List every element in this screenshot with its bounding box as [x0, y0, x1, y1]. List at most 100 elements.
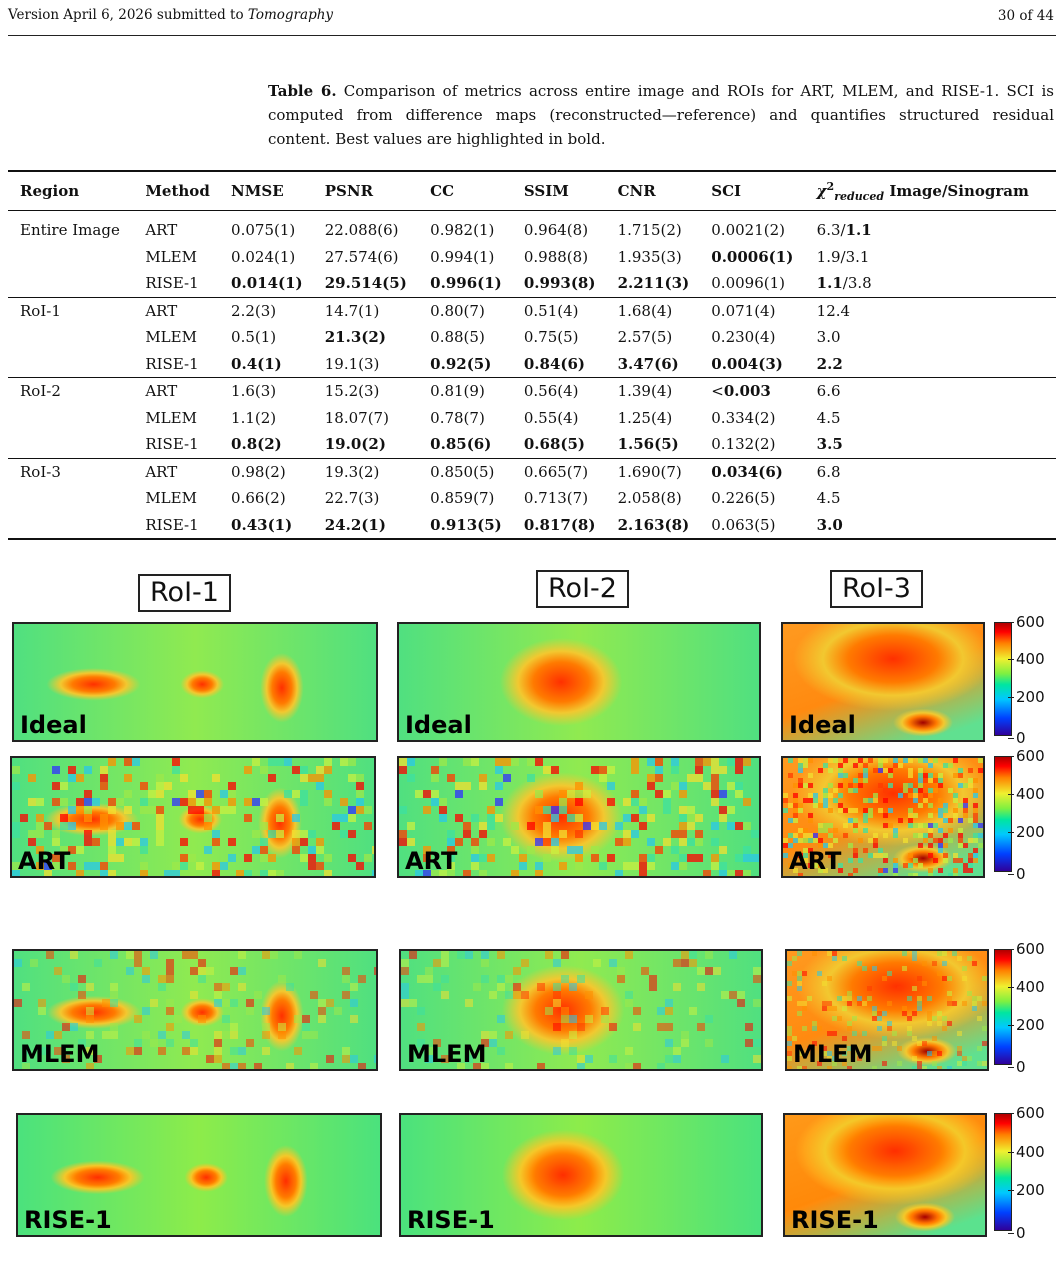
cell-nmse: 0.5(1) [231, 328, 277, 347]
cell-cnr: 1.56(5) [617, 435, 679, 454]
column-title-roi-1: RoI-1 [138, 574, 231, 612]
cell-method: MLEM [145, 408, 197, 427]
colorbar-tick-label: 200 [1008, 1181, 1045, 1200]
cell-cc: 0.850(5) [418, 457, 512, 485]
cell-cnr: 1.690(7) [605, 457, 700, 485]
cell-chi: 4.5 [816, 489, 841, 508]
table-row: RISE-1 0.8(2) 19.0(2) 0.85(6) 0.68(5) 1.56(5)… [8, 431, 1056, 458]
colorbar-tick-label: 0 [1008, 729, 1026, 747]
header-cc: CC [430, 182, 455, 200]
cell-cnr: 3.47(6) [617, 354, 679, 373]
panel-label: MLEM [407, 1040, 487, 1068]
colorbar [994, 1113, 1012, 1231]
cell-sci: 0.0006(1) [711, 247, 794, 266]
cell-region [8, 431, 133, 458]
cell-method: MLEM [145, 328, 197, 347]
cell-cnr: 2.058(8) [617, 489, 682, 508]
table-row: RoI-2 ART 1.6(3) 15.2(3) 0.81(9) 0.56(4) 1.39(… [8, 377, 1056, 405]
cell-method: MLEM [145, 247, 197, 266]
cell-ssim: 0.964(8) [523, 221, 589, 240]
table-row: RoI-1 ART 2.2(3) 14.7(1) 0.80(7) 0.51(4) 1.68(… [8, 296, 1056, 324]
panel-label: ART [405, 847, 458, 875]
colorbar-tick-label: 400 [1008, 650, 1045, 669]
cell-region [8, 485, 133, 512]
image-panel-ideal-roi-1: Ideal [12, 622, 378, 742]
cell-cnr: 1.68(4) [605, 296, 700, 324]
cell-ssim: 0.56(4) [511, 377, 606, 405]
image-panel-mlem-roi-1: MLEM [12, 949, 378, 1071]
cell-psnr: 15.2(3) [312, 377, 419, 405]
cell-chi: 12.4 [804, 296, 1056, 324]
image-panel-mlem-roi-2: MLEM [399, 949, 763, 1071]
cell-psnr: 21.3(2) [324, 328, 386, 347]
cell-nmse: 0.4(1) [231, 354, 282, 373]
cell-method: ART [133, 457, 220, 485]
header-cnr: CNR [617, 182, 656, 200]
cell-chi: 3.0 [816, 328, 841, 347]
cell-region [8, 405, 133, 432]
page-number: 30 of 44 [997, 8, 1054, 24]
cell-psnr: 18.07(7) [324, 408, 389, 427]
panel-label: RISE-1 [407, 1206, 495, 1234]
cell-region [8, 270, 133, 297]
cell-cc: 0.81(9) [418, 377, 512, 405]
cell-method: ART [133, 296, 220, 324]
colorbar-tick-label: 400 [1008, 978, 1045, 996]
cell-nmse: 0.8(2) [231, 435, 282, 454]
header-chi: χ2reduced Image/Sinogram [816, 179, 1029, 203]
cell-psnr: 19.3(2) [312, 457, 419, 485]
cell-method: RISE-1 [145, 274, 199, 293]
image-panel-ideal-roi-3: Ideal [781, 622, 985, 742]
cell-cnr: 1.39(4) [605, 377, 700, 405]
cell-cnr: 1.935(3) [617, 247, 682, 266]
cell-sci: 0.226(5) [711, 489, 776, 508]
image-panel-rise-1-roi-1: RISE-1 [16, 1113, 382, 1237]
cell-cc: 0.85(6) [430, 435, 492, 454]
cell-cc: 0.994(1) [430, 247, 495, 266]
table-row: RISE-1 0.014(1) 29.514(5) 0.996(1) 0.993(8) 2… [8, 270, 1056, 297]
cell-sci: 0.0021(2) [711, 221, 785, 240]
header-sci: SCI [711, 182, 742, 200]
panel-label: MLEM [793, 1040, 873, 1068]
cell-cnr: 2.163(8) [605, 511, 700, 540]
metrics-table: Region Method NMSE PSNR CC SSIM CNR SCI … [8, 170, 1056, 540]
cell-method: ART [133, 377, 220, 405]
cell-sci: 0.132(2) [711, 435, 776, 454]
header-rule [8, 35, 1056, 36]
colorbar-tick-label: 200 [1008, 1016, 1045, 1034]
cell-cnr: 1.715(2) [617, 221, 682, 240]
cell-sci: 0.230(4) [711, 328, 776, 347]
cell-sci: 0.334(2) [711, 408, 776, 427]
panel-label: Ideal [20, 711, 87, 739]
colorbar-tick-label: 0 [1008, 865, 1026, 883]
cell-cc: 0.996(1) [430, 274, 502, 293]
cell-cc: 0.80(7) [418, 296, 512, 324]
cell-chi: 1.1/3.8 [816, 274, 872, 293]
cell-ssim: 0.817(8) [511, 511, 606, 540]
cell-psnr: 22.088(6) [324, 221, 399, 240]
cell-chi: 1.9/3.1 [816, 247, 870, 266]
cell-region [8, 324, 133, 351]
cell-region [8, 351, 133, 378]
cell-cc: 0.859(7) [430, 489, 495, 508]
cell-sci: 0.071(4) [699, 296, 805, 324]
table-row: RISE-1 0.4(1) 19.1(3) 0.92(5) 0.84(6) 3.47(6)… [8, 351, 1056, 378]
cell-cnr: 2.211(3) [617, 274, 690, 293]
caption-label: Table 6. [268, 82, 337, 100]
cell-nmse: 0.024(1) [231, 247, 296, 266]
table-row: MLEM 0.024(1) 27.574(6) 0.994(1) 0.988(8) 1.9… [8, 244, 1056, 271]
colorbar [994, 949, 1012, 1065]
table-caption: Table 6. Comparison of metrics across en… [268, 79, 1054, 151]
panel-label: RISE-1 [24, 1206, 112, 1234]
colorbar-tick-label: 200 [1008, 687, 1045, 706]
cell-method: RISE-1 [145, 354, 199, 373]
cell-cc: 0.913(5) [418, 511, 512, 540]
cell-psnr: 29.514(5) [324, 274, 407, 293]
cell-sci: 0.0096(1) [711, 274, 785, 293]
cell-cnr: 1.25(4) [617, 408, 673, 427]
cell-psnr: 24.2(1) [312, 511, 419, 540]
image-panel-mlem-roi-3: MLEM [785, 949, 989, 1071]
image-panel-art-roi-2: ART [397, 756, 761, 878]
cell-nmse: 0.43(1) [219, 511, 313, 540]
cell-region: RoI-1 [8, 296, 134, 324]
